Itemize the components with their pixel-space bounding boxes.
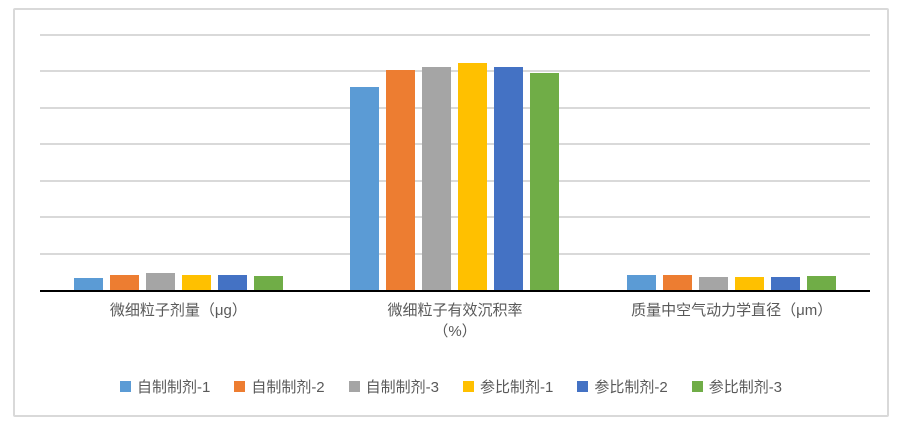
x-axis-line	[40, 289, 870, 292]
bar-group-1	[40, 35, 317, 290]
legend-swatch-icon	[234, 381, 246, 392]
legend-label: 参比制剂-1	[480, 379, 554, 396]
category-axis-labels: 微细粒子剂量（μg） 微细粒子有效沉积率 （%） 质量中空气动力学直径（μm）	[40, 300, 870, 350]
gridline	[40, 216, 870, 219]
legend-label: 自制制剂-1	[136, 379, 211, 396]
bar-series2-cat3	[663, 275, 693, 290]
category-label-1: 微细粒子剂量（μg）	[109, 302, 247, 319]
bar-series6-cat2	[530, 73, 560, 290]
legend-swatch-icon	[577, 381, 589, 392]
bar-series3-cat2	[422, 67, 452, 290]
bar-group-2	[317, 35, 594, 290]
legend-swatch-icon	[463, 381, 474, 392]
gridline	[40, 143, 870, 146]
bar-group-3	[593, 35, 870, 290]
gridline	[40, 34, 870, 36]
gridline	[40, 179, 870, 182]
legend-item-4: 参比制剂-1	[463, 376, 553, 397]
legend-label: 参比制剂-3	[708, 379, 783, 396]
category-label-2: 微细粒子有效沉积率 （%）	[387, 302, 523, 340]
bar-series4-cat2	[458, 63, 488, 290]
legend-item-5: 参比制剂-2	[577, 376, 668, 397]
legend-label: 自制制剂-2	[251, 379, 325, 396]
legend-swatch-icon	[691, 381, 703, 392]
legend-item-3: 自制制剂-3	[348, 376, 439, 397]
plot-area	[40, 34, 870, 292]
legend-label: 参比制剂-2	[594, 379, 668, 396]
legend-label: 自制制剂-3	[365, 379, 439, 396]
chart-frame: 微细粒子剂量（μg） 微细粒子有效沉积率 （%） 质量中空气动力学直径（μm） 自制…	[13, 8, 889, 417]
bar-series2-cat2	[386, 70, 416, 290]
bar-series1-cat3	[627, 274, 657, 290]
legend-swatch-icon	[119, 381, 131, 392]
bar-series4-cat3	[735, 277, 765, 290]
gridline	[40, 252, 870, 255]
bar-series5-cat3	[771, 277, 801, 290]
bar-series2-cat1	[109, 275, 139, 290]
legend: 自制制剂-1 自制制剂-2 自制制剂-3 参比制剂-1 参比制剂-2 参比制剂-3	[15, 376, 887, 397]
bar-series6-cat3	[807, 276, 837, 290]
legend-item-6: 参比制剂-3	[691, 376, 783, 397]
bar-series1-cat1	[73, 277, 103, 290]
legend-item-2: 自制制剂-2	[234, 376, 325, 397]
gridline	[40, 106, 870, 109]
bar-series6-cat1	[253, 276, 283, 290]
legend-swatch-icon	[348, 381, 360, 392]
bar-series4-cat1	[181, 275, 211, 290]
bar-series3-cat3	[699, 277, 729, 290]
gridline	[40, 70, 870, 73]
legend-item-1: 自制制剂-1	[119, 376, 211, 397]
bar-series1-cat2	[350, 86, 380, 290]
bar-series5-cat2	[494, 67, 524, 290]
bar-series5-cat1	[217, 275, 247, 290]
category-label-3: 质量中空气动力学直径（μm）	[631, 302, 833, 319]
bar-series3-cat1	[145, 272, 175, 290]
